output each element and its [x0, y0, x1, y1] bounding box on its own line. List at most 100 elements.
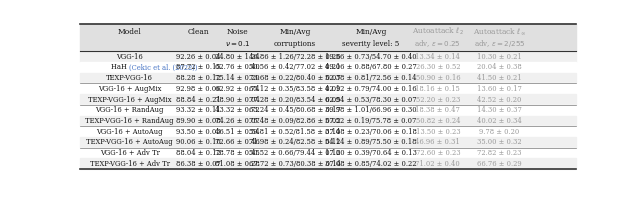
Text: 88.04 ± 0.12: 88.04 ± 0.12 [176, 149, 221, 157]
Text: TEXP-VGG-16 + Adv Tr: TEXP-VGG-16 + Adv Tr [90, 160, 170, 167]
Text: Clean: Clean [188, 28, 209, 36]
Text: TEXP-VGG-16: TEXP-VGG-16 [106, 74, 153, 82]
Bar [80, 94, 576, 105]
Bar [80, 24, 576, 52]
Text: 52.20 ± 0.23: 52.20 ± 0.23 [415, 96, 460, 103]
Bar [80, 52, 576, 62]
Text: VGG-16 + Adv Tr: VGG-16 + Adv Tr [100, 149, 159, 157]
Text: Min/Avg: Min/Avg [279, 28, 310, 36]
Text: 26.30 ± 0.52: 26.30 ± 0.52 [415, 63, 460, 72]
Text: 92.26 ± 0.04: 92.26 ± 0.04 [176, 53, 221, 61]
Text: 46.51 ± 0.54: 46.51 ± 0.54 [215, 127, 260, 136]
Text: 75.14 ± 0.20: 75.14 ± 0.20 [215, 74, 260, 82]
Text: TEXP-VGG-16 + RandAug: TEXP-VGG-16 + RandAug [85, 117, 174, 125]
Text: 42.52 ± 0.20: 42.52 ± 0.20 [477, 96, 522, 103]
Text: TEXP-VGG-16 + AugMix: TEXP-VGG-16 + AugMix [88, 96, 172, 103]
Text: 65.12 ± 0.35/83.58 ± 0.09: 65.12 ± 0.35/83.58 ± 0.09 [250, 85, 340, 93]
Text: 37.08 ± 0.23/70.06 ± 0.18: 37.08 ± 0.23/70.06 ± 0.18 [325, 127, 417, 136]
Text: severity level: 5: severity level: 5 [342, 40, 399, 48]
Text: 62.76 ± 0.40: 62.76 ± 0.40 [215, 63, 260, 72]
Text: Model: Model [118, 28, 141, 36]
Text: 50.90 ± 0.16: 50.90 ± 0.16 [415, 74, 460, 82]
Bar [80, 137, 576, 147]
Text: 72.82 ± 0.23: 72.82 ± 0.23 [477, 149, 522, 157]
Text: VGG-16 + AugMix: VGG-16 + AugMix [98, 85, 161, 93]
Text: 14.30 ± 0.37: 14.30 ± 0.37 [477, 106, 522, 114]
Text: 67.72 ± 0.73/80.38 ± 0.14: 67.72 ± 0.73/80.38 ± 0.14 [249, 160, 341, 167]
Text: VGG-16 + RandAug: VGG-16 + RandAug [95, 106, 164, 114]
Text: 18.16 ± 0.15: 18.16 ± 0.15 [415, 85, 460, 93]
Text: 62.94 ± 0.53/78.30 ± 0.07: 62.94 ± 0.53/78.30 ± 0.07 [325, 96, 417, 103]
Text: 66.76 ± 0.29: 66.76 ± 0.29 [477, 160, 522, 167]
Text: Autoattack $\ell_\infty$: Autoattack $\ell_\infty$ [473, 27, 526, 37]
Text: 41.50 ± 0.21: 41.50 ± 0.21 [477, 74, 522, 82]
Text: 71.02 ± 0.40: 71.02 ± 0.40 [415, 160, 460, 167]
Text: 50.56 ± 0.42/77.02 ± 0.21: 50.56 ± 0.42/77.02 ± 0.21 [250, 63, 340, 72]
Text: 78.90 ± 0.04: 78.90 ± 0.04 [215, 96, 260, 103]
Text: 13.60 ± 0.17: 13.60 ± 0.17 [477, 85, 522, 93]
Text: 46.86 ± 1.26/72.28 ± 0.26: 46.86 ± 1.26/72.28 ± 0.26 [249, 53, 340, 61]
Text: 90.06 ± 0.10: 90.06 ± 0.10 [176, 138, 221, 146]
Text: 93.50 ± 0.03: 93.50 ± 0.03 [176, 127, 221, 136]
Text: 43.32 ± 0.72: 43.32 ± 0.72 [215, 106, 260, 114]
Text: 81.08 ± 0.28: 81.08 ± 0.28 [215, 160, 260, 167]
Text: 37.08 ± 0.85/74.02 ± 0.22: 37.08 ± 0.85/74.02 ± 0.22 [325, 160, 417, 167]
Text: 75.48 ± 0.09/82.86 ± 0.02: 75.48 ± 0.09/82.86 ± 0.02 [249, 117, 340, 125]
Text: 52.38 ± 0.81/72.56 ± 0.14: 52.38 ± 0.81/72.56 ± 0.14 [325, 74, 417, 82]
Text: 63.24 ± 0.45/80.68 ± 0.17: 63.24 ± 0.45/80.68 ± 0.17 [249, 106, 341, 114]
Bar [80, 73, 576, 83]
Text: 9.78 ± 0.20: 9.78 ± 0.20 [479, 127, 520, 136]
Text: Autoattack $\ell_2$: Autoattack $\ell_2$ [412, 26, 464, 37]
Bar [80, 126, 576, 137]
Text: 18.38 ± 0.47: 18.38 ± 0.47 [415, 106, 460, 114]
Text: 73.68 ± 0.22/80.40 ± 0.07: 73.68 ± 0.22/80.40 ± 0.07 [249, 74, 341, 82]
Text: Min/Avg: Min/Avg [355, 28, 387, 36]
Text: VGG-16: VGG-16 [116, 53, 143, 61]
Text: VGG-16 + AutoAug: VGG-16 + AutoAug [97, 127, 163, 136]
Text: adv, $\epsilon = 0.25$: adv, $\epsilon = 0.25$ [415, 39, 461, 49]
Text: HaH: HaH [111, 63, 129, 72]
Text: 10.30 ± 0.21: 10.30 ± 0.21 [477, 53, 522, 61]
Text: 17.60 ± 0.39/70.64 ± 0.13: 17.60 ± 0.39/70.64 ± 0.13 [325, 149, 417, 157]
Text: 35.00 ± 0.32: 35.00 ± 0.32 [477, 138, 522, 146]
Text: corruptions: corruptions [274, 40, 316, 48]
Text: 88.28 ± 0.12: 88.28 ± 0.12 [176, 74, 221, 82]
Text: 62.92 ± 0.74: 62.92 ± 0.74 [215, 85, 259, 93]
Text: 39.98 ± 1.01/66.96 ± 0.30: 39.98 ± 1.01/66.96 ± 0.30 [325, 106, 417, 114]
Text: 78.78 ± 0.45: 78.78 ± 0.45 [215, 149, 260, 157]
Text: 93.32 ± 0.11: 93.32 ± 0.11 [176, 106, 221, 114]
Text: 49.06 ± 0.88/67.80 ± 0.27: 49.06 ± 0.88/67.80 ± 0.27 [325, 63, 417, 72]
Text: 13.34 ± 0.14: 13.34 ± 0.14 [415, 53, 460, 61]
Text: 59.81 ± 0.52/81.58 ± 0.14: 59.81 ± 0.52/81.58 ± 0.14 [250, 127, 340, 136]
Text: 42.12 ± 0.79/74.00 ± 0.16: 42.12 ± 0.79/74.00 ± 0.16 [325, 85, 417, 93]
Text: 20.04 ± 0.38: 20.04 ± 0.38 [477, 63, 522, 72]
Text: 89.90 ± 0.08: 89.90 ± 0.08 [176, 117, 221, 125]
Text: 88.84 ± 0.21: 88.84 ± 0.21 [176, 96, 221, 103]
Bar [80, 158, 576, 169]
Text: 86.38 ± 0.07: 86.38 ± 0.07 [176, 160, 221, 167]
Text: 54.14 ± 0.89/75.50 ± 0.18: 54.14 ± 0.89/75.50 ± 0.18 [325, 138, 417, 146]
Text: 24.80 ± 1.24: 24.80 ± 1.24 [215, 53, 260, 61]
Text: 50.52 ± 0.66/79.44 ± 0.12: 50.52 ± 0.66/79.44 ± 0.12 [250, 149, 340, 157]
Text: 40.02 ± 0.34: 40.02 ± 0.34 [477, 117, 522, 125]
Text: TEXP-VGG-16 + AutoAug: TEXP-VGG-16 + AutoAug [86, 138, 173, 146]
Text: 50.82 ± 0.24: 50.82 ± 0.24 [415, 117, 460, 125]
Text: 19.56 ± 0.73/54.70 ± 0.40: 19.56 ± 0.73/54.70 ± 0.40 [325, 53, 417, 61]
Text: 72.66 ± 0.46: 72.66 ± 0.46 [215, 138, 260, 146]
Bar [80, 83, 576, 94]
Text: 57.52 ± 0.19/75.78 ± 0.07: 57.52 ± 0.19/75.78 ± 0.07 [325, 117, 417, 125]
Text: (Cekic et al. (2022)): (Cekic et al. (2022)) [129, 63, 197, 72]
Text: adv, $\epsilon = 2/255$: adv, $\epsilon = 2/255$ [474, 38, 525, 49]
Text: 74.26 ± 0.07: 74.26 ± 0.07 [215, 117, 260, 125]
Text: 72.60 ± 0.23: 72.60 ± 0.23 [415, 149, 460, 157]
Bar [80, 62, 576, 73]
Text: $\nu = 0.1$: $\nu = 0.1$ [225, 39, 250, 48]
Text: 77.28 ± 0.20/83.54 ± 0.05: 77.28 ± 0.20/83.54 ± 0.05 [249, 96, 340, 103]
Bar [80, 116, 576, 126]
Text: 87.72 ± 0.15: 87.72 ± 0.15 [176, 63, 221, 72]
Text: 92.98 ± 0.06: 92.98 ± 0.06 [176, 85, 221, 93]
Text: Noise: Noise [227, 28, 248, 36]
Text: 71.98 ± 0.24/82.58 ± 0.12: 71.98 ± 0.24/82.58 ± 0.12 [250, 138, 340, 146]
Text: 46.96 ± 0.31: 46.96 ± 0.31 [415, 138, 460, 146]
Bar [80, 147, 576, 158]
